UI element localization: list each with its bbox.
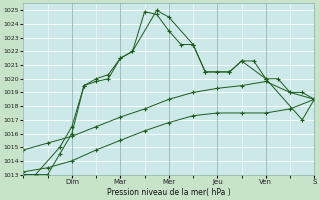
X-axis label: Pression niveau de la mer( hPa ): Pression niveau de la mer( hPa ): [107, 188, 231, 197]
